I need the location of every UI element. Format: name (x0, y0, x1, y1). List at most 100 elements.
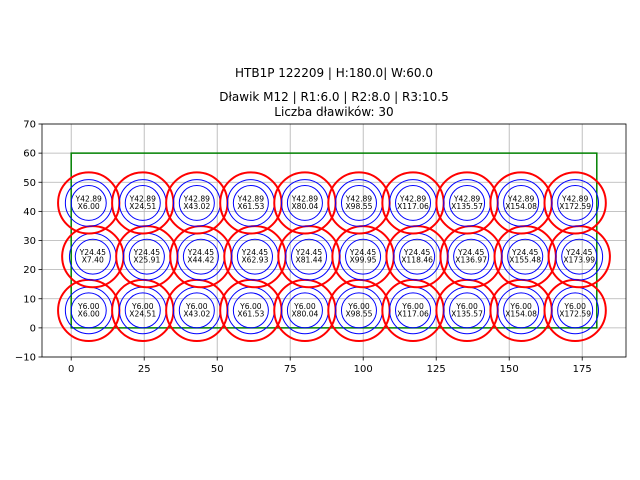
x-tick-label: 150 (500, 364, 519, 375)
gland-x-label: X154.08 (505, 202, 537, 211)
gland-y-label: Y24.45 (187, 248, 215, 257)
gland-x-label: X99.95 (350, 256, 377, 265)
gland-inner-circle (503, 292, 540, 329)
gland-x-label: X61.53 (237, 202, 264, 211)
gland-x-label: X117.06 (397, 202, 429, 211)
gland-inner-circle (182, 238, 219, 275)
gland-y-label: Y6.00 (185, 302, 208, 311)
gland-x-label: X6.00 (78, 309, 100, 318)
gland-x-label: X24.51 (129, 202, 156, 211)
gland-y-label: Y42.89 (345, 194, 373, 203)
chart-title-line-2: Dławik M12 | R1:6.0 | R2:8.0 | R3:10.5 (219, 90, 449, 104)
x-tick-label: 0 (68, 364, 74, 375)
gland-x-label: X172.59 (559, 202, 591, 211)
y-tick-label: 0 (30, 323, 36, 334)
gland-x-label: X62.93 (241, 256, 268, 265)
y-tick-label: −10 (15, 353, 36, 364)
gland-inner-circle (557, 184, 594, 221)
gland-x-label: X43.02 (183, 309, 210, 318)
gland-x-label: X136.97 (455, 256, 487, 265)
gland-y-label: Y24.45 (457, 248, 485, 257)
gland-x-label: X135.57 (451, 202, 483, 211)
gland-inner-circle (290, 238, 328, 275)
gland-inner-circle (70, 292, 107, 329)
gland-x-label: X24.51 (129, 309, 156, 318)
gland-y-label: Y24.45 (349, 248, 377, 257)
gland-x-label: X61.53 (237, 309, 264, 318)
x-tick-label: 125 (427, 364, 446, 375)
gland-y-label: Y6.00 (239, 302, 262, 311)
gland-y-label: Y24.45 (133, 248, 161, 257)
gland-x-label: X80.04 (291, 202, 318, 211)
gland-x-label: X155.48 (509, 256, 541, 265)
gland-y-label: Y42.89 (399, 194, 427, 203)
gland-y-label: Y6.00 (401, 302, 424, 311)
y-tick-label: 60 (23, 149, 36, 160)
gland-inner-circle (286, 292, 323, 329)
gland-y-label: Y42.89 (183, 194, 211, 203)
y-tick-label: 20 (23, 265, 36, 276)
y-tick-label: 40 (23, 207, 36, 218)
gland-middle-circle (551, 179, 600, 227)
gland-y-label: Y42.89 (291, 194, 319, 203)
gland-y-label: Y24.45 (295, 248, 323, 257)
gland-inner-circle (557, 292, 594, 329)
gland-y-label: Y6.00 (455, 302, 478, 311)
gland-x-label: X173.99 (563, 256, 595, 265)
y-tick-label: 70 (23, 120, 36, 131)
gland-inner-circle (340, 292, 377, 329)
gland-inner-circle (232, 292, 269, 329)
gland-x-label: X98.55 (345, 309, 372, 318)
gland-inner-circle (128, 238, 165, 275)
gland-x-label: X98.55 (345, 202, 372, 211)
gland-inner-circle (340, 184, 377, 221)
gland-inner-circle (124, 184, 161, 221)
gland-inner-circle (394, 292, 432, 329)
gland-y-label: Y6.00 (509, 302, 532, 311)
chart-title-line-3: Liczba dławików: 30 (274, 105, 393, 119)
gland-inner-circle (286, 184, 323, 221)
gland-x-label: X6.00 (78, 202, 100, 211)
gland-inner-circle (449, 184, 486, 221)
gland-y-label: Y42.89 (561, 194, 589, 203)
gland-inner-circle (124, 292, 161, 329)
gland-y-label: Y6.00 (293, 302, 316, 311)
gland-inner-circle (449, 292, 486, 329)
gland-inner-circle (453, 238, 490, 275)
gland-x-label: X43.02 (183, 202, 210, 211)
gland-y-label: Y24.45 (511, 248, 539, 257)
gland-y-label: Y42.89 (237, 194, 265, 203)
gland-x-label: X118.46 (401, 256, 433, 265)
gland-inner-circle (399, 238, 436, 275)
gland-inner-circle (345, 238, 382, 275)
gland-inner-circle (70, 184, 107, 221)
gland-y-label: Y6.00 (347, 302, 370, 311)
gland-inner-circle (232, 184, 269, 221)
x-tick-label: 175 (573, 364, 592, 375)
x-tick-label: 25 (138, 364, 151, 375)
gland-y-label: Y6.00 (563, 302, 586, 311)
